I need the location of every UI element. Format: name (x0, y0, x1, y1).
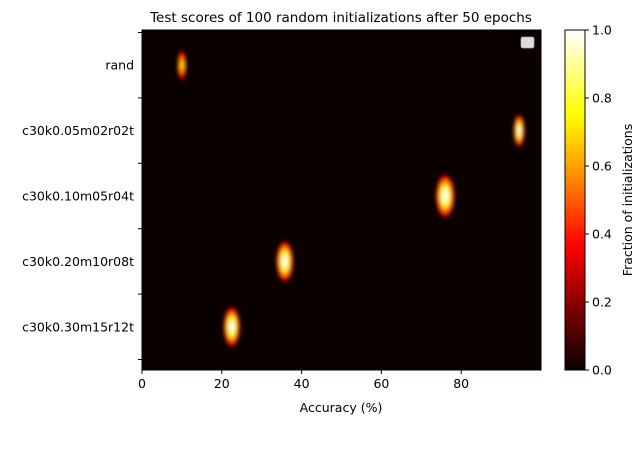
legend (520, 36, 535, 49)
heat-blob-rand (177, 49, 187, 81)
y-tick-label: c30k0.30m15r12t (22, 319, 134, 334)
y-axis: rand c30k0.05m02r02t c30k0.10m05r04t c30k0.… (22, 32, 142, 360)
colorbar: 0.0 0.2 0.4 0.6 0.8 1.0 Fraction of initializ… (564, 23, 635, 378)
y-tick-label: c30k0.05m02r02t (22, 123, 134, 138)
chart-title: Test scores of 100 random initialization… (149, 10, 532, 26)
colorbar-tick-label: 0.2 (592, 295, 612, 310)
y-tick-label: c30k0.10m05r04t (22, 189, 134, 204)
heat-level (443, 191, 448, 201)
colorbar-tick-label: 0.0 (592, 363, 612, 378)
x-tick-label: 40 (294, 376, 310, 391)
colorbar-gradient (564, 29, 586, 371)
x-tick-label: 20 (214, 376, 230, 391)
colorbar-tick-label: 0.8 (592, 91, 612, 106)
heat-blob-c30k0.20m10r08t (276, 240, 294, 283)
heat-level (518, 127, 521, 134)
x-axis-label: Accuracy (%) (300, 400, 383, 415)
colorbar-label: Fraction of initializations (620, 124, 635, 276)
y-tick-label: c30k0.20m10r08t (22, 254, 134, 269)
legend-box (520, 36, 535, 49)
colorbar-tick-label: 0.4 (592, 227, 612, 242)
x-tick-label: 60 (373, 376, 389, 391)
heat-blob-c30k0.30m15r12t (223, 306, 241, 348)
colorbar-ticks: 0.0 0.2 0.4 0.6 0.8 1.0 (585, 23, 612, 378)
heat-level (230, 322, 234, 331)
x-tick-label: 80 (453, 376, 469, 391)
plot-frame (141, 29, 542, 371)
heat-level (180, 62, 183, 69)
y-tick-label: rand (105, 58, 134, 73)
colorbar-tick-label: 0.6 (592, 159, 612, 174)
heat-level (283, 257, 287, 266)
heat-blob-c30k0.05m02r02t (513, 113, 525, 148)
x-tick-label: 0 (138, 376, 146, 391)
heatmap-blobs (177, 49, 525, 348)
colorbar-tick-label: 1.0 (592, 23, 612, 38)
x-axis: 0 20 40 60 80 (138, 370, 469, 391)
heat-blob-c30k0.10m05r04t (435, 173, 455, 219)
heatmap-area (142, 30, 541, 370)
